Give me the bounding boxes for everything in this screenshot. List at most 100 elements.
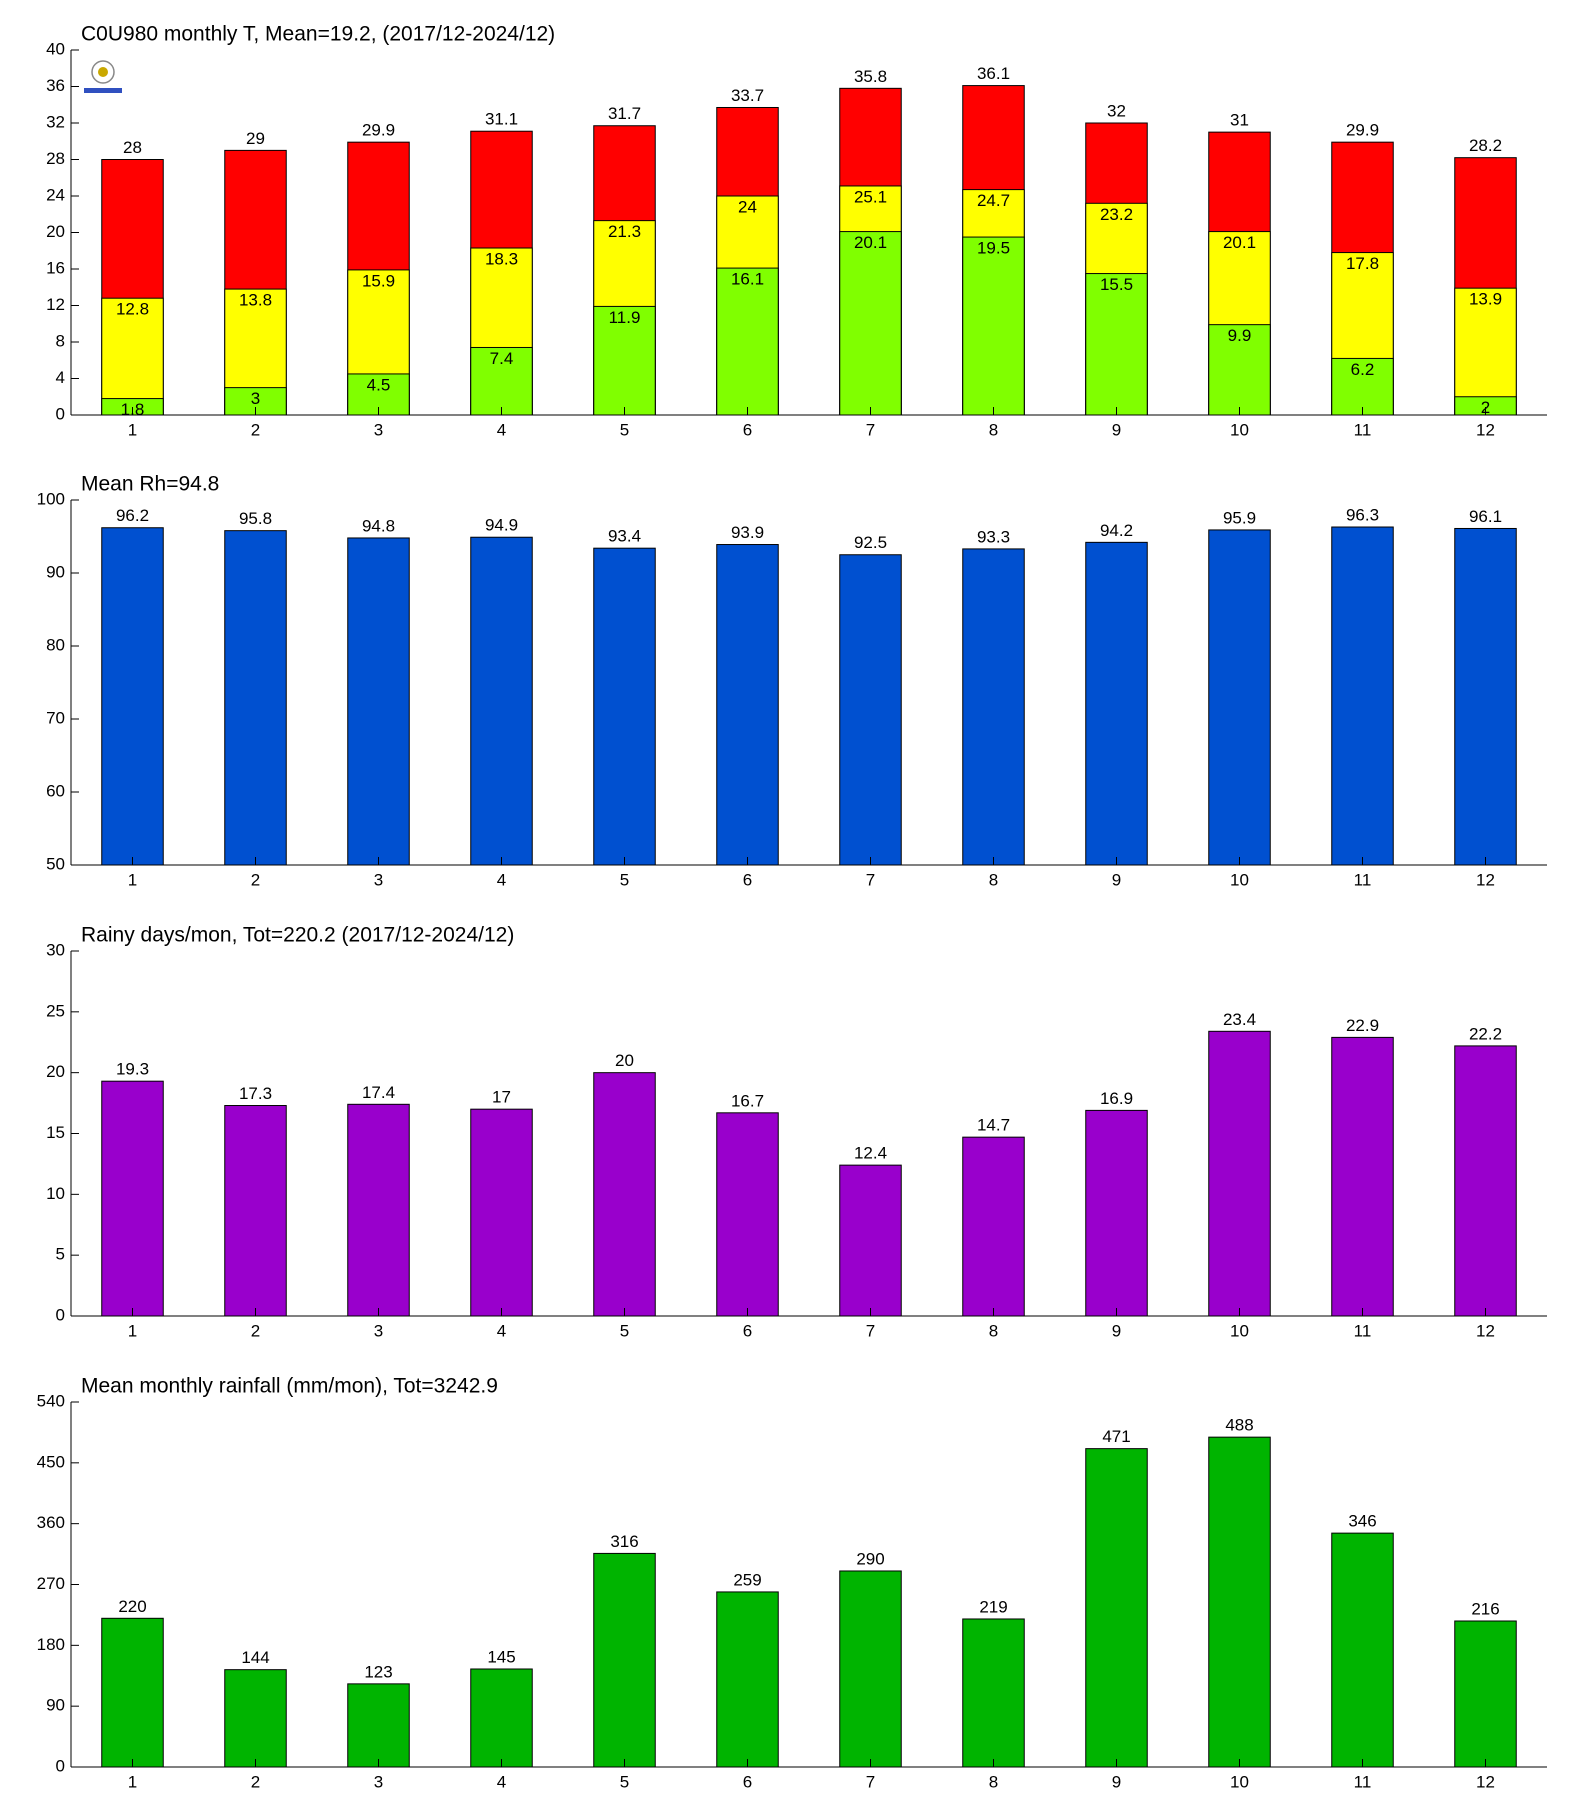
x-tick-label: 5	[620, 1321, 629, 1340]
x-tick-label: 10	[1230, 420, 1249, 439]
data-label: 20.1	[1223, 233, 1256, 252]
data-label: 94.9	[485, 516, 518, 535]
x-tick-label: 11	[1354, 870, 1372, 889]
y-tick-label: 12	[46, 295, 65, 314]
data-label: 17	[492, 1088, 511, 1107]
y-tick-label: 50	[46, 854, 65, 873]
y-tick-label: 0	[56, 1756, 65, 1775]
data-label: 17.8	[1346, 254, 1379, 273]
data-label: 12.4	[854, 1144, 887, 1163]
bar	[470, 1668, 533, 1768]
x-tick-label: 8	[989, 870, 998, 889]
data-label: 471	[1102, 1427, 1130, 1446]
x-tick-label: 4	[497, 420, 506, 439]
data-label: 11.9	[609, 308, 641, 327]
data-label: 346	[1348, 1512, 1376, 1531]
data-label: 33.7	[731, 86, 764, 105]
bar	[962, 1618, 1025, 1768]
bar	[962, 548, 1025, 866]
x-tick-label: 1	[128, 1321, 137, 1340]
y-tick-label: 100	[37, 489, 65, 508]
logo	[84, 60, 122, 93]
x-tick-label: 3	[374, 1321, 383, 1340]
x-tick-label: 10	[1230, 1772, 1249, 1791]
data-label: 28.2	[1469, 136, 1502, 155]
x-tick-label: 7	[866, 420, 875, 439]
data-label: 259	[733, 1570, 761, 1589]
x-tick-label: 3	[374, 1772, 383, 1791]
bar	[716, 267, 779, 416]
x-tick-label: 10	[1230, 870, 1249, 889]
bar	[470, 1108, 533, 1317]
data-label: 16.9	[1100, 1089, 1133, 1108]
data-label: 18.3	[485, 249, 518, 268]
y-tick-label: 36	[46, 76, 65, 95]
data-label: 16.1	[731, 270, 764, 289]
x-tick-label: 2	[251, 420, 260, 439]
bar	[962, 1136, 1025, 1317]
x-tick-label: 8	[989, 1772, 998, 1791]
bar	[1085, 273, 1148, 416]
data-label: 31.1	[485, 110, 518, 129]
bar	[1208, 529, 1271, 866]
data-label: 93.9	[731, 523, 764, 542]
bar	[593, 305, 656, 416]
bar	[347, 537, 410, 866]
bar	[101, 1080, 164, 1317]
data-label: 220	[118, 1597, 146, 1616]
data-label: 93.3	[977, 527, 1010, 546]
bar	[962, 236, 1025, 416]
x-tick-label: 11	[1354, 420, 1372, 439]
bar	[1331, 1036, 1394, 1317]
data-label: 96.2	[116, 506, 149, 525]
y-tick-label: 0	[56, 1305, 65, 1324]
data-label: 29.9	[362, 121, 395, 140]
data-label: 16.7	[731, 1091, 764, 1110]
y-tick-label: 8	[56, 331, 65, 350]
data-label: 35.8	[854, 67, 887, 86]
x-tick-label: 5	[620, 870, 629, 889]
y-tick-label: 90	[46, 1696, 65, 1715]
data-label: 95.9	[1223, 508, 1256, 527]
x-tick-label: 12	[1476, 1772, 1495, 1791]
x-tick-label: 9	[1112, 420, 1121, 439]
x-tick-label: 6	[743, 1321, 752, 1340]
data-label: 9.9	[1228, 326, 1252, 345]
y-tick-label: 0	[56, 404, 65, 423]
bar	[1085, 1448, 1148, 1768]
y-tick-label: 540	[37, 1391, 65, 1410]
bar	[347, 373, 410, 416]
bar	[1208, 1030, 1271, 1317]
bar	[839, 1164, 902, 1317]
x-tick-label: 7	[866, 870, 875, 889]
bar	[839, 1570, 902, 1768]
y-tick-label: 20	[46, 1062, 65, 1081]
data-label: 13.8	[239, 291, 272, 310]
bar	[470, 346, 533, 416]
data-label: 94.8	[362, 516, 395, 535]
y-tick-label: 28	[46, 149, 65, 168]
bar	[347, 1103, 410, 1317]
bar	[839, 231, 902, 416]
data-label: 15.9	[362, 271, 395, 290]
data-label: 36.1	[977, 64, 1010, 83]
y-tick-label: 90	[46, 562, 65, 581]
data-label: 14.7	[977, 1116, 1010, 1135]
y-tick-label: 80	[46, 635, 65, 654]
data-label: 123	[364, 1662, 392, 1681]
data-label: 22.2	[1469, 1024, 1502, 1043]
bar	[1208, 324, 1271, 416]
x-tick-label: 11	[1354, 1772, 1372, 1791]
data-label: 23.2	[1100, 205, 1133, 224]
data-label: 96.3	[1346, 505, 1379, 524]
x-tick-label: 6	[743, 1772, 752, 1791]
bar	[1331, 357, 1394, 416]
x-tick-label: 12	[1476, 420, 1495, 439]
data-label: 17.4	[362, 1083, 395, 1102]
y-tick-label: 70	[46, 708, 65, 727]
data-label: 31.7	[608, 104, 641, 123]
data-label: 23.4	[1223, 1010, 1256, 1029]
bar	[1454, 1620, 1517, 1768]
data-label: 17.3	[239, 1084, 272, 1103]
